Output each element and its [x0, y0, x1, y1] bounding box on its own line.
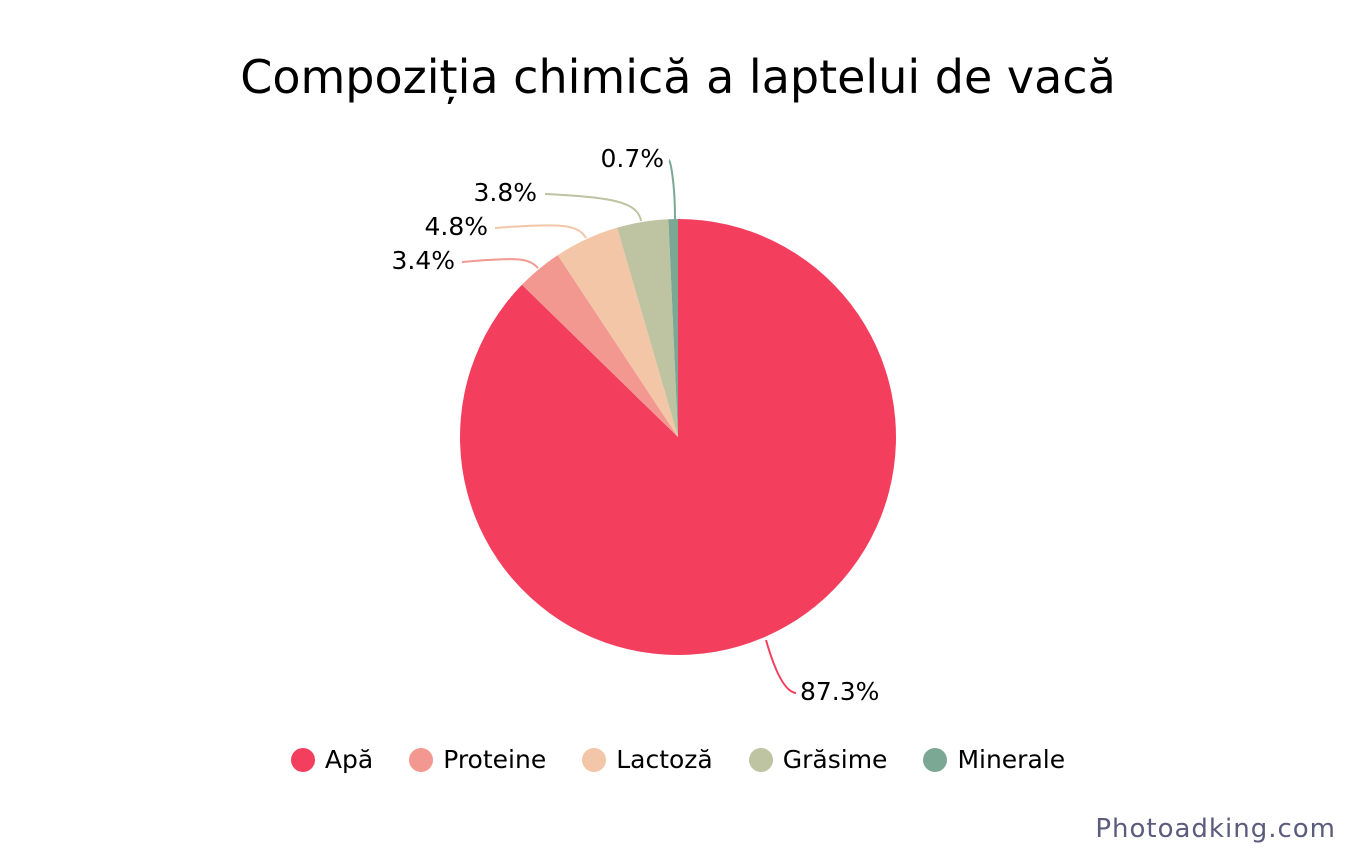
chart-title: Compoziția chimică a laptelui de vacă [240, 50, 1116, 104]
legend-item-minerale[interactable]: Minerale [923, 745, 1065, 774]
pie-slice-4[interactable] [668, 219, 678, 437]
legend-item-apa[interactable]: Apă [290, 745, 374, 774]
legend-item-proteine[interactable]: Proteine [409, 745, 546, 774]
pie-slice-3[interactable] [617, 219, 678, 437]
data-label-3: 3.8% [473, 178, 537, 207]
legend-label-proteine: Proteine [443, 745, 547, 774]
pie-slice-0[interactable] [460, 219, 896, 656]
leader-line-4 [668, 159, 676, 220]
leader-line-1 [461, 258, 539, 269]
leader-line-3 [544, 193, 642, 222]
legend-swatch-proteine [409, 747, 434, 772]
legend-swatch-minerale [923, 747, 948, 772]
legend-swatch-lactoza [582, 747, 607, 772]
data-label-0: 87.3% [800, 677, 879, 706]
leader-line-2 [494, 224, 587, 239]
legend-item-grasime[interactable]: Grăsime [748, 745, 888, 774]
pie-slice-2[interactable] [557, 227, 678, 437]
legend-label-lactoza: Lactoză [616, 745, 713, 774]
watermark: Photoadking.com [1095, 814, 1336, 844]
data-label-1: 3.4% [391, 246, 455, 275]
legend-label-minerale: Minerale [957, 745, 1066, 774]
data-label-4: 0.7% [600, 144, 664, 173]
legend-label-grasime: Grăsime [782, 745, 888, 774]
legend-swatch-apa [290, 747, 315, 772]
leader-line-0 [765, 639, 797, 694]
legend-item-lactoza[interactable]: Lactoză [582, 745, 713, 774]
legend-swatch-grasime [748, 747, 773, 772]
pie-slice-1[interactable] [521, 255, 678, 437]
legend: Apă Proteine Lactoză Grăsime Minerale [0, 745, 1356, 774]
data-label-2: 4.8% [424, 212, 488, 241]
legend-label-apa: Apă [324, 745, 374, 774]
